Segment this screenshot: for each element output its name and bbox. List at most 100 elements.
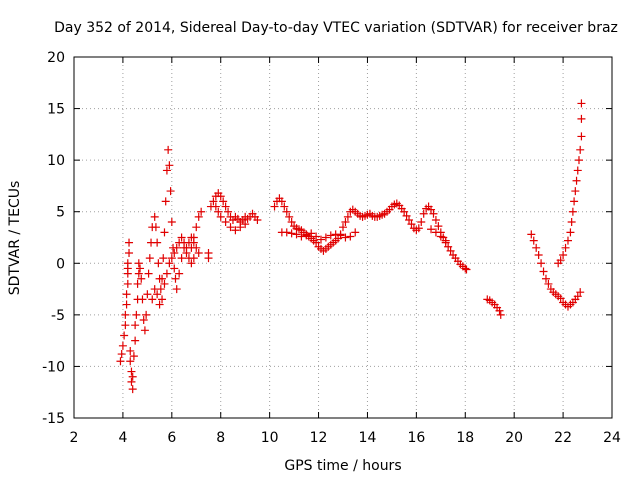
data-point xyxy=(154,259,163,268)
data-point xyxy=(436,232,445,241)
data-point xyxy=(326,231,335,240)
data-point xyxy=(343,212,352,221)
y-tick-label: 15 xyxy=(47,102,65,118)
data-point xyxy=(127,367,136,376)
data-point xyxy=(129,352,138,361)
y-tick-label: -10 xyxy=(42,359,65,375)
data-point xyxy=(556,256,565,265)
data-point xyxy=(175,269,184,278)
data-point xyxy=(405,215,414,224)
data-point xyxy=(164,145,173,154)
y-tick-label: 0 xyxy=(56,256,65,272)
x-tick-label: 16 xyxy=(407,430,425,446)
chart-title: Day 352 of 2014, Sidereal Day-to-day VTE… xyxy=(54,20,618,36)
data-point xyxy=(126,357,135,366)
x-tick-labels: 2 4 6 8 10 12 14 16 18 20 22 24 xyxy=(70,430,621,446)
data-point xyxy=(161,197,170,206)
data-point xyxy=(187,259,196,268)
axis-ticks xyxy=(73,56,613,419)
x-tick-label: 6 xyxy=(167,430,176,446)
data-point xyxy=(122,290,131,299)
y-tick-label: 20 xyxy=(47,50,65,66)
data-point xyxy=(189,238,198,247)
data-point xyxy=(431,215,440,224)
data-point xyxy=(134,269,143,278)
data-point xyxy=(570,197,579,206)
data-point xyxy=(162,166,171,175)
data-point xyxy=(573,166,582,175)
data-point xyxy=(307,229,316,238)
data-point xyxy=(341,218,350,227)
data-point xyxy=(167,254,176,263)
data-point xyxy=(419,209,428,218)
data-point xyxy=(159,254,168,263)
data-point xyxy=(221,218,230,227)
x-tick-label: 2 xyxy=(70,430,79,446)
data-point xyxy=(123,264,132,273)
data-point xyxy=(287,218,296,227)
x-tick-label: 10 xyxy=(261,430,279,446)
data-point xyxy=(292,230,301,239)
data-points xyxy=(116,99,586,394)
x-axis-label: GPS time / hours xyxy=(284,458,401,474)
data-point xyxy=(150,285,159,294)
data-point xyxy=(139,316,148,325)
data-point xyxy=(204,248,213,257)
data-point xyxy=(400,207,409,216)
y-tick-label: -5 xyxy=(51,308,65,324)
data-point xyxy=(140,326,149,335)
data-point xyxy=(166,187,175,196)
data-point xyxy=(151,223,160,232)
data-point xyxy=(280,202,289,211)
x-tick-label: 18 xyxy=(456,430,474,446)
data-point xyxy=(160,279,169,288)
data-point xyxy=(209,197,218,206)
data-point xyxy=(197,207,206,216)
data-point xyxy=(138,295,147,304)
data-point xyxy=(270,202,279,211)
data-point xyxy=(285,212,294,221)
data-point xyxy=(126,346,135,355)
data-point xyxy=(532,243,541,252)
data-point xyxy=(121,310,130,319)
data-point xyxy=(312,232,321,241)
data-point xyxy=(566,228,575,237)
data-point xyxy=(573,292,582,301)
data-point xyxy=(559,251,568,260)
data-point xyxy=(121,321,130,330)
y-tick-label: -15 xyxy=(42,411,65,427)
data-point xyxy=(177,254,186,263)
data-point xyxy=(172,243,181,252)
data-point xyxy=(216,212,225,221)
data-point xyxy=(282,207,291,216)
data-point xyxy=(441,236,450,245)
data-point xyxy=(231,226,240,235)
data-point xyxy=(158,274,167,283)
data-point xyxy=(572,176,581,185)
data-point xyxy=(427,205,436,214)
y-tick-label: 10 xyxy=(47,153,65,169)
data-point xyxy=(144,269,153,278)
data-point xyxy=(211,202,220,211)
data-point xyxy=(122,300,131,309)
data-point xyxy=(170,248,179,257)
data-point xyxy=(241,220,250,229)
data-point xyxy=(529,236,538,245)
data-point xyxy=(253,215,262,224)
data-point xyxy=(136,264,145,273)
x-tick-label: 24 xyxy=(603,430,621,446)
data-point xyxy=(167,218,176,227)
data-point xyxy=(165,259,174,268)
data-point xyxy=(160,228,169,237)
data-point xyxy=(567,218,576,227)
data-point xyxy=(148,295,157,304)
data-point xyxy=(339,223,347,232)
data-point xyxy=(496,310,505,319)
data-point xyxy=(429,209,438,218)
data-point xyxy=(297,232,306,241)
data-point xyxy=(277,197,286,206)
data-point xyxy=(192,223,201,232)
data-point xyxy=(287,229,296,238)
